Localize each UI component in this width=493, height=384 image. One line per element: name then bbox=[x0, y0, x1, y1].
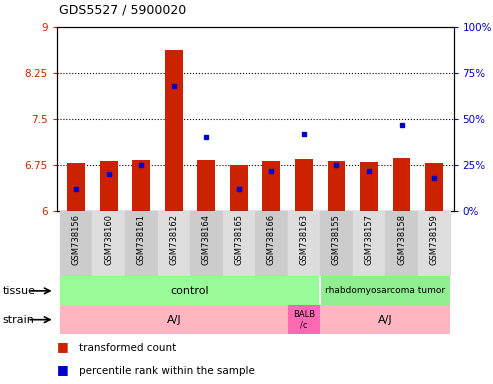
Bar bbox=[392, 158, 411, 211]
Bar bbox=[385, 211, 418, 276]
Text: GSM738156: GSM738156 bbox=[71, 214, 81, 265]
Text: GSM738159: GSM738159 bbox=[429, 214, 439, 265]
Bar bbox=[287, 305, 320, 334]
Bar bbox=[320, 305, 450, 334]
Text: GDS5527 / 5900020: GDS5527 / 5900020 bbox=[59, 4, 186, 17]
Bar bbox=[197, 160, 215, 211]
Bar bbox=[60, 305, 287, 334]
Bar bbox=[262, 161, 281, 211]
Bar bbox=[295, 159, 313, 211]
Bar bbox=[60, 276, 320, 305]
Text: control: control bbox=[171, 286, 210, 296]
Text: tissue: tissue bbox=[2, 286, 35, 296]
Text: GSM738166: GSM738166 bbox=[267, 214, 276, 265]
Text: GSM738165: GSM738165 bbox=[234, 214, 244, 265]
Text: BALB
/c: BALB /c bbox=[293, 310, 315, 329]
Text: GSM738161: GSM738161 bbox=[137, 214, 146, 265]
Text: A/J: A/J bbox=[167, 314, 181, 325]
Bar bbox=[287, 211, 320, 276]
Text: GSM738155: GSM738155 bbox=[332, 214, 341, 265]
Text: ■: ■ bbox=[57, 340, 69, 353]
Bar bbox=[100, 161, 118, 211]
Bar bbox=[67, 163, 85, 211]
Bar bbox=[320, 211, 352, 276]
Text: GSM738160: GSM738160 bbox=[104, 214, 113, 265]
Bar bbox=[125, 211, 158, 276]
Bar bbox=[327, 161, 346, 211]
Text: transformed count: transformed count bbox=[79, 343, 176, 353]
Bar bbox=[60, 211, 93, 276]
Text: percentile rank within the sample: percentile rank within the sample bbox=[79, 366, 255, 376]
Text: GSM738158: GSM738158 bbox=[397, 214, 406, 265]
Text: strain: strain bbox=[2, 314, 35, 325]
Bar bbox=[418, 211, 450, 276]
Text: GSM738157: GSM738157 bbox=[364, 214, 374, 265]
Bar bbox=[165, 50, 183, 211]
Bar bbox=[158, 211, 190, 276]
Bar bbox=[223, 211, 255, 276]
Text: A/J: A/J bbox=[378, 314, 392, 325]
Bar bbox=[230, 165, 248, 211]
Bar bbox=[190, 211, 223, 276]
Text: rhabdomyosarcoma tumor: rhabdomyosarcoma tumor bbox=[325, 286, 445, 295]
Text: GSM738162: GSM738162 bbox=[169, 214, 178, 265]
Bar bbox=[255, 211, 287, 276]
Text: ■: ■ bbox=[57, 363, 69, 376]
Bar bbox=[425, 163, 443, 211]
Text: GSM738163: GSM738163 bbox=[299, 214, 309, 265]
Text: GSM738164: GSM738164 bbox=[202, 214, 211, 265]
Bar bbox=[320, 276, 450, 305]
Bar bbox=[93, 211, 125, 276]
Bar bbox=[352, 211, 385, 276]
Bar bbox=[132, 160, 150, 211]
Bar bbox=[360, 162, 378, 211]
